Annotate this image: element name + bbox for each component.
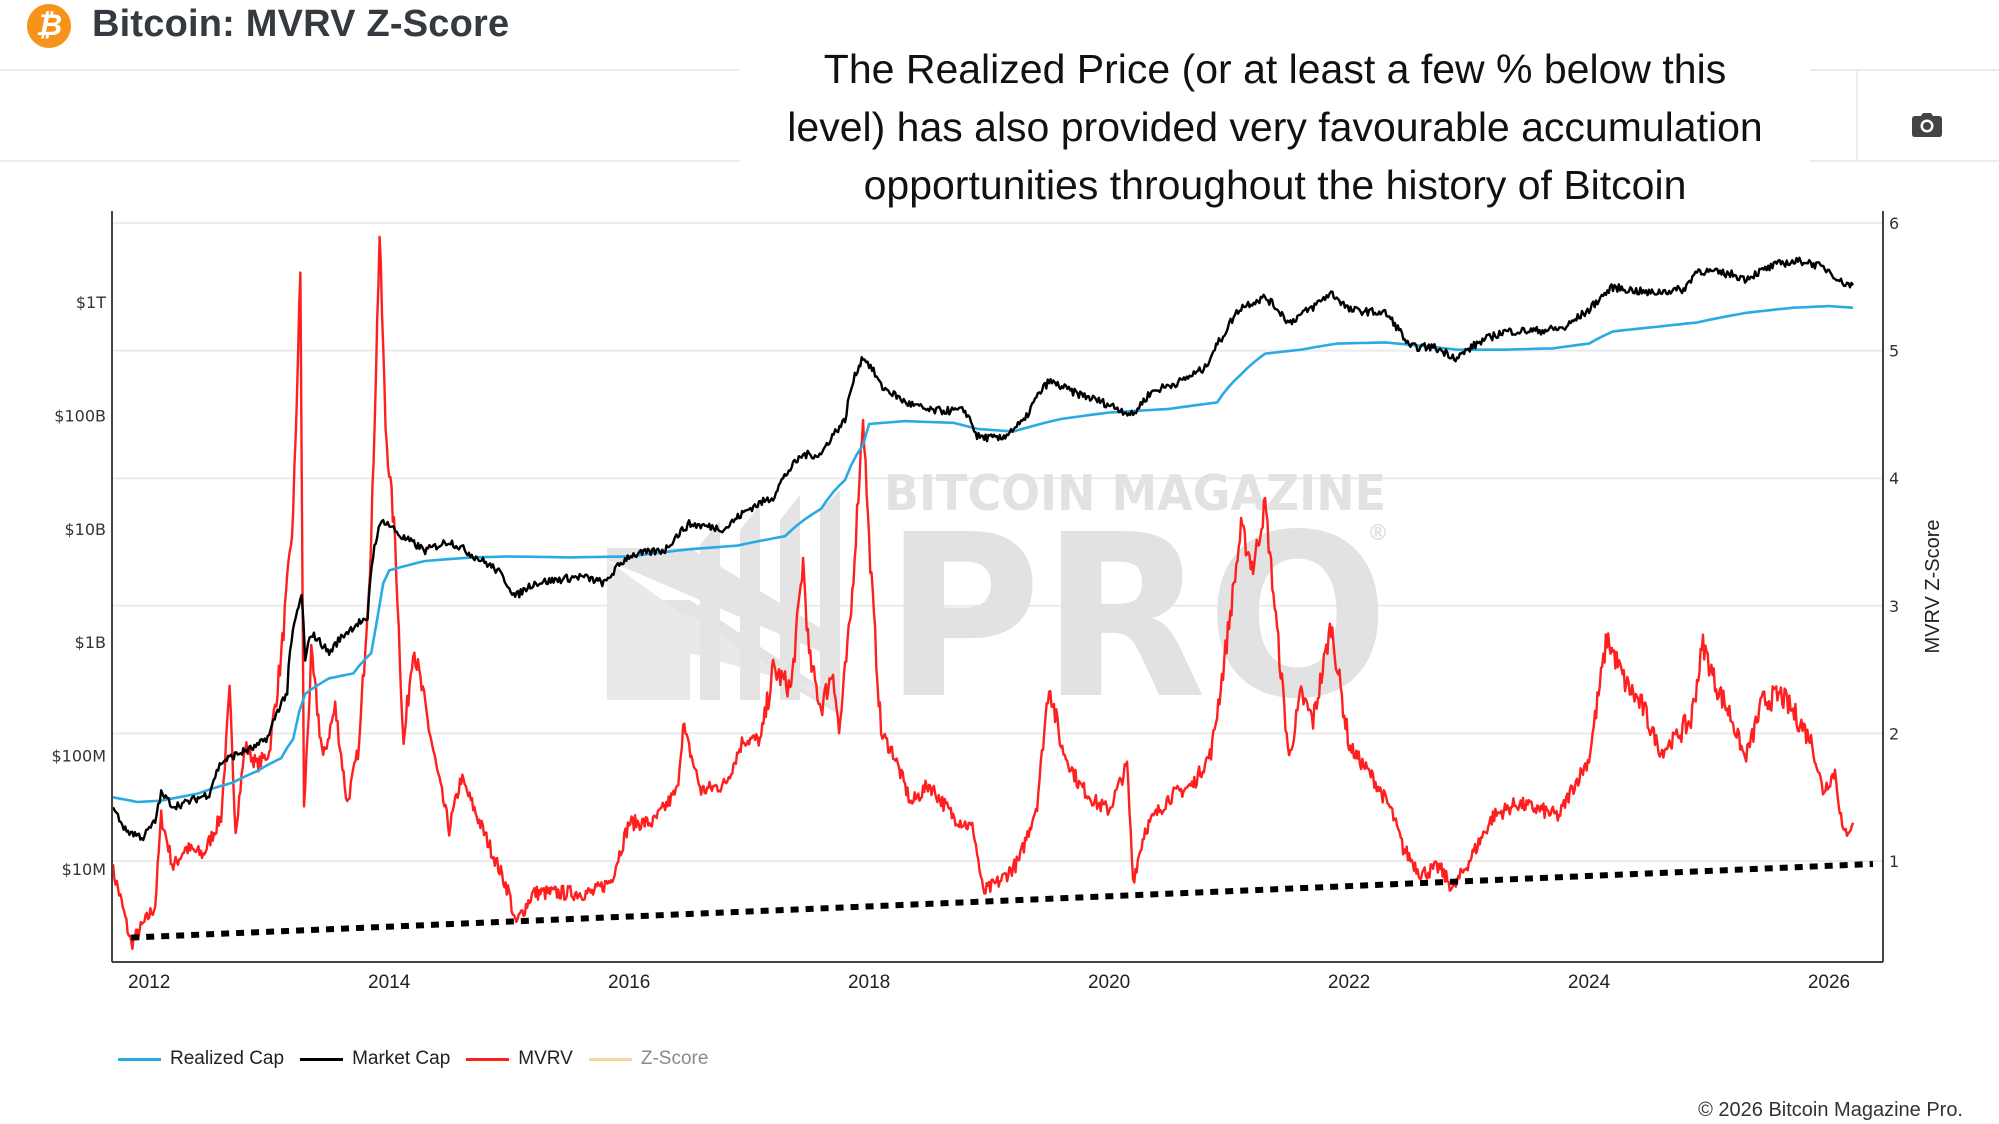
legend-item-market-cap[interactable]: Market Cap — [300, 1048, 450, 1070]
annotation-line: The Realized Price (or at least a few % … — [823, 46, 1727, 92]
x-tick-label: 2016 — [608, 972, 650, 993]
annotation-text: The Realized Price (or at least a few % … — [740, 40, 1810, 218]
annotation-line: level) has also provided very favourable… — [787, 104, 1763, 150]
legend-label: MVRV — [518, 1048, 573, 1069]
y-right-tick-label: 5 — [1889, 342, 1899, 361]
copyright-text: © 2026 Bitcoin Magazine Pro. — [1698, 1099, 1963, 1121]
x-tick-label: 2020 — [1088, 972, 1130, 993]
x-tick-label: 2014 — [368, 972, 411, 993]
legend-item-realized-cap[interactable]: Realized Cap — [118, 1048, 284, 1070]
legend-item-mvrv[interactable]: MVRV — [466, 1048, 573, 1070]
legend-swatch — [118, 1057, 161, 1061]
legend-label: Market Cap — [352, 1048, 451, 1069]
axes-layer: $10M $100M $1B $10B $100B $1T 1 2 3 4 5 6 2012 2014 20… — [51, 211, 1944, 993]
gridlines — [112, 222, 1883, 862]
bitcoin-icon: ₿ — [27, 4, 71, 48]
x-tick-label: 2024 — [1568, 972, 1611, 993]
x-tick-label: 2026 — [1808, 972, 1850, 993]
y-right-tick-label: 2 — [1889, 724, 1899, 743]
watermark-line1: BITCOIN MAGAZINE — [884, 465, 1386, 522]
x-tick-label: 2022 — [1328, 972, 1370, 993]
y-right-tick-label: 6 — [1889, 214, 1899, 233]
legend-label: Realized Cap — [170, 1048, 285, 1069]
realized-cap-line — [111, 304, 1854, 804]
series-layer — [110, 235, 1874, 951]
legend-item-z-score[interactable]: Z-Score — [588, 1048, 709, 1070]
legend-swatch — [300, 1057, 344, 1061]
y-left-tick-label: $10B — [64, 520, 106, 539]
camera-icon — [1912, 113, 1942, 137]
x-tick-label: 2018 — [848, 972, 890, 993]
chart-legend: Realized Cap Market Cap MVRV Z-Score — [118, 1046, 724, 1072]
y-right-axis-title: MVRV Z-Score — [1922, 519, 1944, 653]
y-right-tick-label: 1 — [1889, 852, 1899, 871]
y-left-tick-label: $100M — [51, 747, 106, 766]
market-cap-line — [111, 256, 1855, 842]
y-left-tick-label: $100B — [54, 406, 106, 425]
y-left-tick-label: $10M — [62, 860, 106, 879]
legend-label: Z-Score — [640, 1048, 709, 1069]
x-tick-label: 2012 — [128, 972, 170, 993]
y-right-tick-label: 3 — [1889, 597, 1899, 616]
y-left-tick-label: $1T — [76, 293, 106, 312]
legend-swatch — [466, 1057, 510, 1061]
watermark-line2: PRO — [884, 487, 1389, 749]
download-image-button[interactable] — [1912, 113, 1942, 137]
y-right-tick-label: 4 — [1889, 469, 1899, 488]
mvrv-line — [110, 235, 1855, 951]
annotation-line: opportunities throughout the history of … — [863, 162, 1687, 208]
legend-swatch — [588, 1057, 632, 1061]
watermark: BITCOIN MAGAZINE PRO ® — [607, 465, 1389, 749]
toolbar-divider — [1856, 69, 1858, 160]
y-left-tick-label: $1B — [75, 633, 106, 652]
page-title: Bitcoin: MVRV Z-Score — [92, 3, 510, 45]
watermark-registered-mark: ® — [1367, 521, 1389, 546]
support-trendline — [131, 860, 1874, 941]
